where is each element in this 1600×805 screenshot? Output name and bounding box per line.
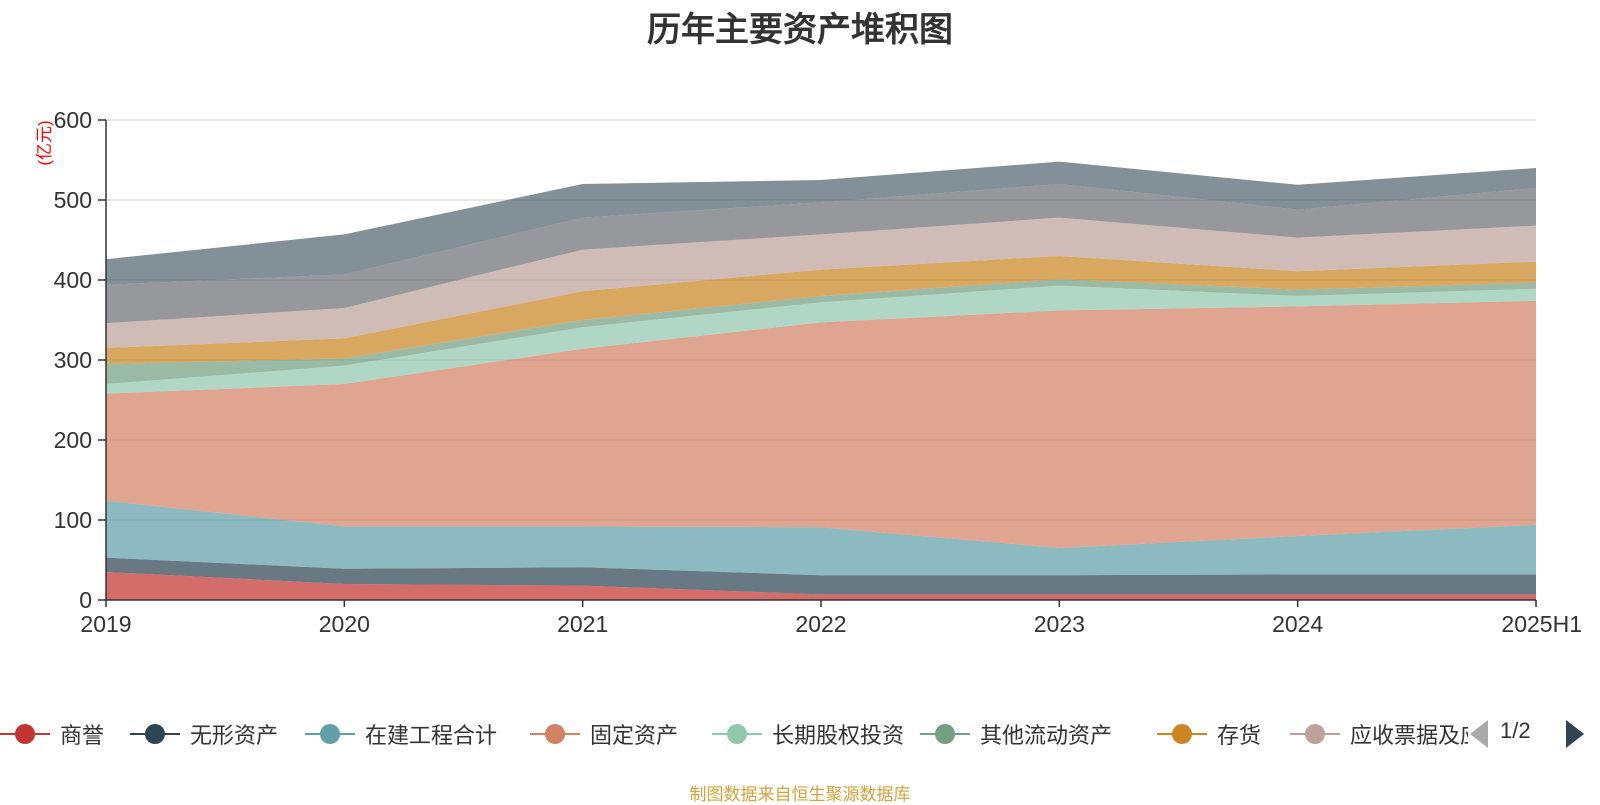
- legend-prev-page-icon[interactable]: [1470, 720, 1488, 748]
- x-tick-label: 2020: [319, 611, 370, 637]
- x-tick-label: 2023: [1034, 611, 1085, 637]
- area-series-1[interactable]: [106, 572, 1536, 600]
- x-tick-label: 2019: [80, 611, 131, 637]
- y-tick-label: 100: [54, 507, 92, 533]
- x-tick-label: 2021: [557, 611, 608, 637]
- legend-label: 长期股权投资: [772, 723, 905, 748]
- legend-label: 商誉: [60, 723, 105, 748]
- area-series-5[interactable]: [106, 285, 1536, 394]
- x-tick-label: 2024: [1272, 611, 1323, 637]
- area-series-2[interactable]: [106, 557, 1536, 595]
- legend-next-page-icon[interactable]: [1566, 720, 1584, 748]
- legend-item[interactable]: 商誉: [0, 712, 104, 756]
- x-tick-label: 2025H1: [1501, 611, 1582, 637]
- legend-label: 在建工程合计: [365, 723, 498, 748]
- legend-dot-icon: [1172, 724, 1192, 744]
- legend-marker-icon: [0, 719, 50, 749]
- legend-dot-icon: [1305, 724, 1325, 744]
- legend-marker-icon: [130, 719, 180, 749]
- legend-item[interactable]: 在建工程合计: [305, 712, 497, 756]
- y-tick-label: 200: [54, 427, 92, 453]
- area-series-3[interactable]: [106, 500, 1536, 576]
- stacked-area-chart: 0 100 200 300 400 500 600 2019 2020 2021 2022 2023 2…: [35, 107, 1582, 637]
- legend-label: 存货: [1217, 723, 1262, 748]
- legend-marker-icon: [1157, 719, 1207, 749]
- legend-marker-icon: [920, 719, 970, 749]
- y-tick-label: 0: [79, 587, 92, 613]
- legend-item[interactable]: 其他流动资产: [920, 712, 1112, 756]
- axes: 0 100 200 300 400 500 600 2019 2020 2021 2022 2023 2…: [54, 107, 1582, 637]
- legend-dot-icon: [545, 724, 565, 744]
- legend-marker-icon: [530, 719, 580, 749]
- chart-title: 历年主要资产堆积图: [647, 11, 953, 49]
- area-series-6[interactable]: [106, 279, 1536, 384]
- legend-label: 应收票据及应收账款: [1350, 723, 1468, 748]
- y-tick-label: 400: [54, 267, 92, 293]
- legend-dot-icon: [727, 724, 747, 744]
- area-series-4[interactable]: [106, 300, 1536, 548]
- area-series: [106, 161, 1536, 600]
- legend-dot-icon: [320, 724, 340, 744]
- legend-label: 固定资产: [590, 723, 679, 748]
- y-tick-label: 600: [54, 107, 92, 133]
- legend-items: 商誉 无形资产 在建工程合计 固定资产 长期股权投资 其他流动资产 存货 应收票据及应收账款: [0, 712, 1468, 756]
- legend-dot-icon: [145, 724, 165, 744]
- area-series-7[interactable]: [106, 256, 1536, 364]
- area-series-8[interactable]: [106, 217, 1536, 348]
- legend-dot-icon: [935, 724, 955, 744]
- legend-marker-icon: [305, 719, 355, 749]
- area-series-9[interactable]: [106, 184, 1536, 324]
- legend-marker-icon: [712, 719, 762, 749]
- legend: 商誉无形资产在建工程合计固定资产长期股权投资其他流动资产存货应收票据及应收账款 …: [0, 712, 1600, 756]
- legend-item[interactable]: 无形资产: [130, 712, 278, 756]
- legend-item[interactable]: 长期股权投资: [712, 712, 904, 756]
- source-note: 制图数据来自恒生聚源数据库: [689, 785, 911, 804]
- y-tick-label: 300: [54, 347, 92, 373]
- x-tick-label: 2022: [795, 611, 846, 637]
- legend-item[interactable]: 应收票据及应收账款: [1290, 712, 1468, 756]
- legend-label: 其他流动资产: [980, 723, 1113, 748]
- y-unit-label: (亿元): [35, 120, 54, 165]
- legend-label: 无形资产: [190, 723, 279, 748]
- area-series-10[interactable]: [106, 161, 1536, 285]
- legend-item[interactable]: 存货: [1157, 712, 1261, 756]
- legend-item[interactable]: 固定资产: [530, 712, 678, 756]
- legend-dot-icon: [15, 724, 35, 744]
- legend-page-indicator: 1/2: [1500, 718, 1531, 743]
- y-tick-label: 500: [54, 187, 92, 213]
- legend-marker-icon: [1290, 719, 1340, 749]
